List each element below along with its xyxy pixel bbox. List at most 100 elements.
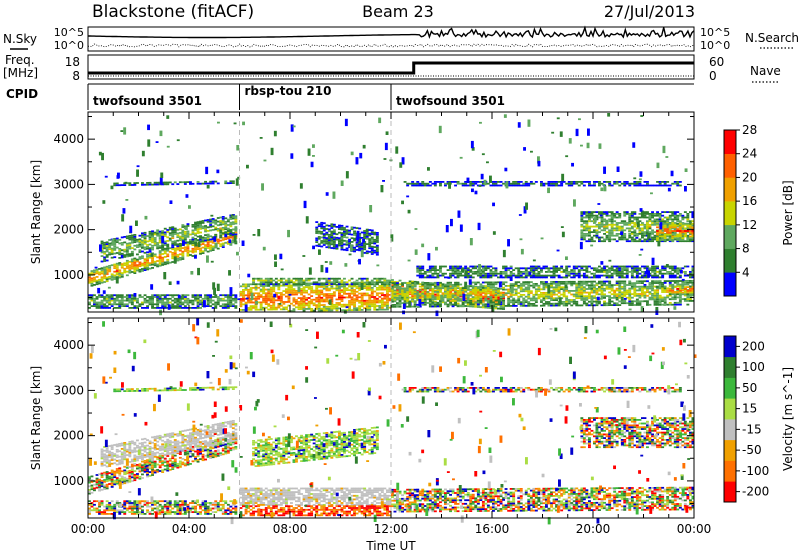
echo-cell (580, 225, 584, 228)
echo-cell (380, 294, 384, 296)
echo-cell (426, 283, 430, 286)
echo-cell (391, 287, 394, 290)
echo-cell (244, 303, 248, 306)
echo-cell (638, 294, 642, 297)
echo-cell (388, 297, 392, 300)
echo-cell (178, 228, 182, 231)
echo-cell (502, 281, 505, 284)
echo-cell (565, 265, 569, 268)
echo-cell (691, 294, 695, 297)
echo-cell (651, 213, 654, 215)
echo-cell (320, 225, 324, 228)
echo-cell (635, 282, 639, 284)
echo-cell (497, 296, 500, 299)
echo-cell (95, 297, 99, 300)
echo-cell (469, 303, 473, 306)
echo-cell (186, 230, 190, 233)
echo-cell (262, 296, 266, 298)
echo-cell (355, 283, 359, 286)
echo-cell (572, 267, 576, 270)
echo-cell (368, 308, 372, 311)
echo-cell (358, 236, 362, 239)
echo-cell (408, 285, 412, 288)
echo-cell (623, 236, 627, 239)
echo-cell (545, 271, 548, 273)
echo-cell (108, 276, 112, 278)
echo-cell (552, 291, 556, 294)
echo-cell (148, 299, 152, 302)
echo-cell (373, 285, 377, 287)
echo-cell (305, 291, 308, 294)
echo-cell (570, 282, 574, 285)
echo-cell (618, 222, 622, 224)
echo-cell (431, 267, 435, 270)
echo-cell (166, 181, 170, 184)
echo-cell (262, 279, 266, 282)
echo-cell (540, 295, 543, 298)
echo-cell (658, 283, 662, 286)
echo-cell (613, 291, 617, 294)
echo-cell (635, 218, 639, 221)
echo-cell (481, 276, 485, 279)
echo-cell (623, 181, 627, 183)
echo-cell (643, 181, 647, 183)
echo-cell (189, 299, 192, 302)
echo-cell (277, 306, 281, 309)
echo-cell (676, 281, 680, 284)
echo-cell (244, 285, 248, 288)
echo-cell (136, 299, 139, 302)
echo-cell (322, 309, 326, 312)
echo-cell (138, 245, 142, 248)
echo-cell (115, 307, 119, 309)
echo-cell (244, 283, 248, 286)
echo-cell (267, 294, 271, 296)
echo-cell (380, 286, 384, 289)
echo-cell (481, 271, 485, 273)
echo-cell (358, 281, 362, 284)
echo-cell (671, 265, 675, 268)
echo-cell (229, 221, 233, 224)
echo-cell (146, 296, 149, 298)
echo-cell (254, 292, 258, 295)
echo-cell (610, 276, 614, 279)
echo-cell (199, 252, 202, 255)
echo-cell (608, 184, 612, 187)
echo-cell (267, 295, 271, 298)
echo-cell (446, 289, 450, 291)
echo-cell (148, 256, 152, 259)
echo-cell (514, 288, 518, 291)
echo-cell (335, 302, 339, 304)
echo-cell (593, 214, 596, 217)
echo-cell (115, 266, 119, 269)
echo-cell (555, 265, 558, 268)
echo-cell (408, 289, 412, 292)
echo-cell (582, 211, 586, 213)
echo-cell (499, 276, 503, 279)
echo-cell (550, 284, 553, 287)
echo-cell (146, 244, 149, 246)
echo-cell (95, 272, 99, 275)
noise-panel-frame (87, 26, 695, 52)
echo-cell (514, 267, 518, 270)
echo-cell (625, 181, 629, 183)
echo-cell (643, 231, 647, 233)
echo-cell (613, 265, 617, 268)
echo-cell (653, 280, 657, 283)
echo-cell (545, 281, 548, 283)
echo-cell (446, 296, 450, 299)
echo-cell (547, 269, 551, 271)
echo-cell (143, 183, 147, 186)
echo-cell (108, 294, 112, 297)
echo-cell (363, 248, 367, 251)
echo-cell (625, 272, 629, 275)
echo-cell (242, 299, 245, 302)
cpid-program-label: twofsound 3501 (93, 94, 202, 108)
echo-cell (375, 235, 379, 238)
echo-cell (108, 265, 112, 267)
echo-cell (373, 251, 377, 254)
echo-cell (582, 236, 586, 239)
echo-cell (620, 298, 624, 301)
echo-cell (512, 181, 516, 183)
echo-cell (317, 286, 321, 288)
echo-cell (297, 304, 301, 307)
